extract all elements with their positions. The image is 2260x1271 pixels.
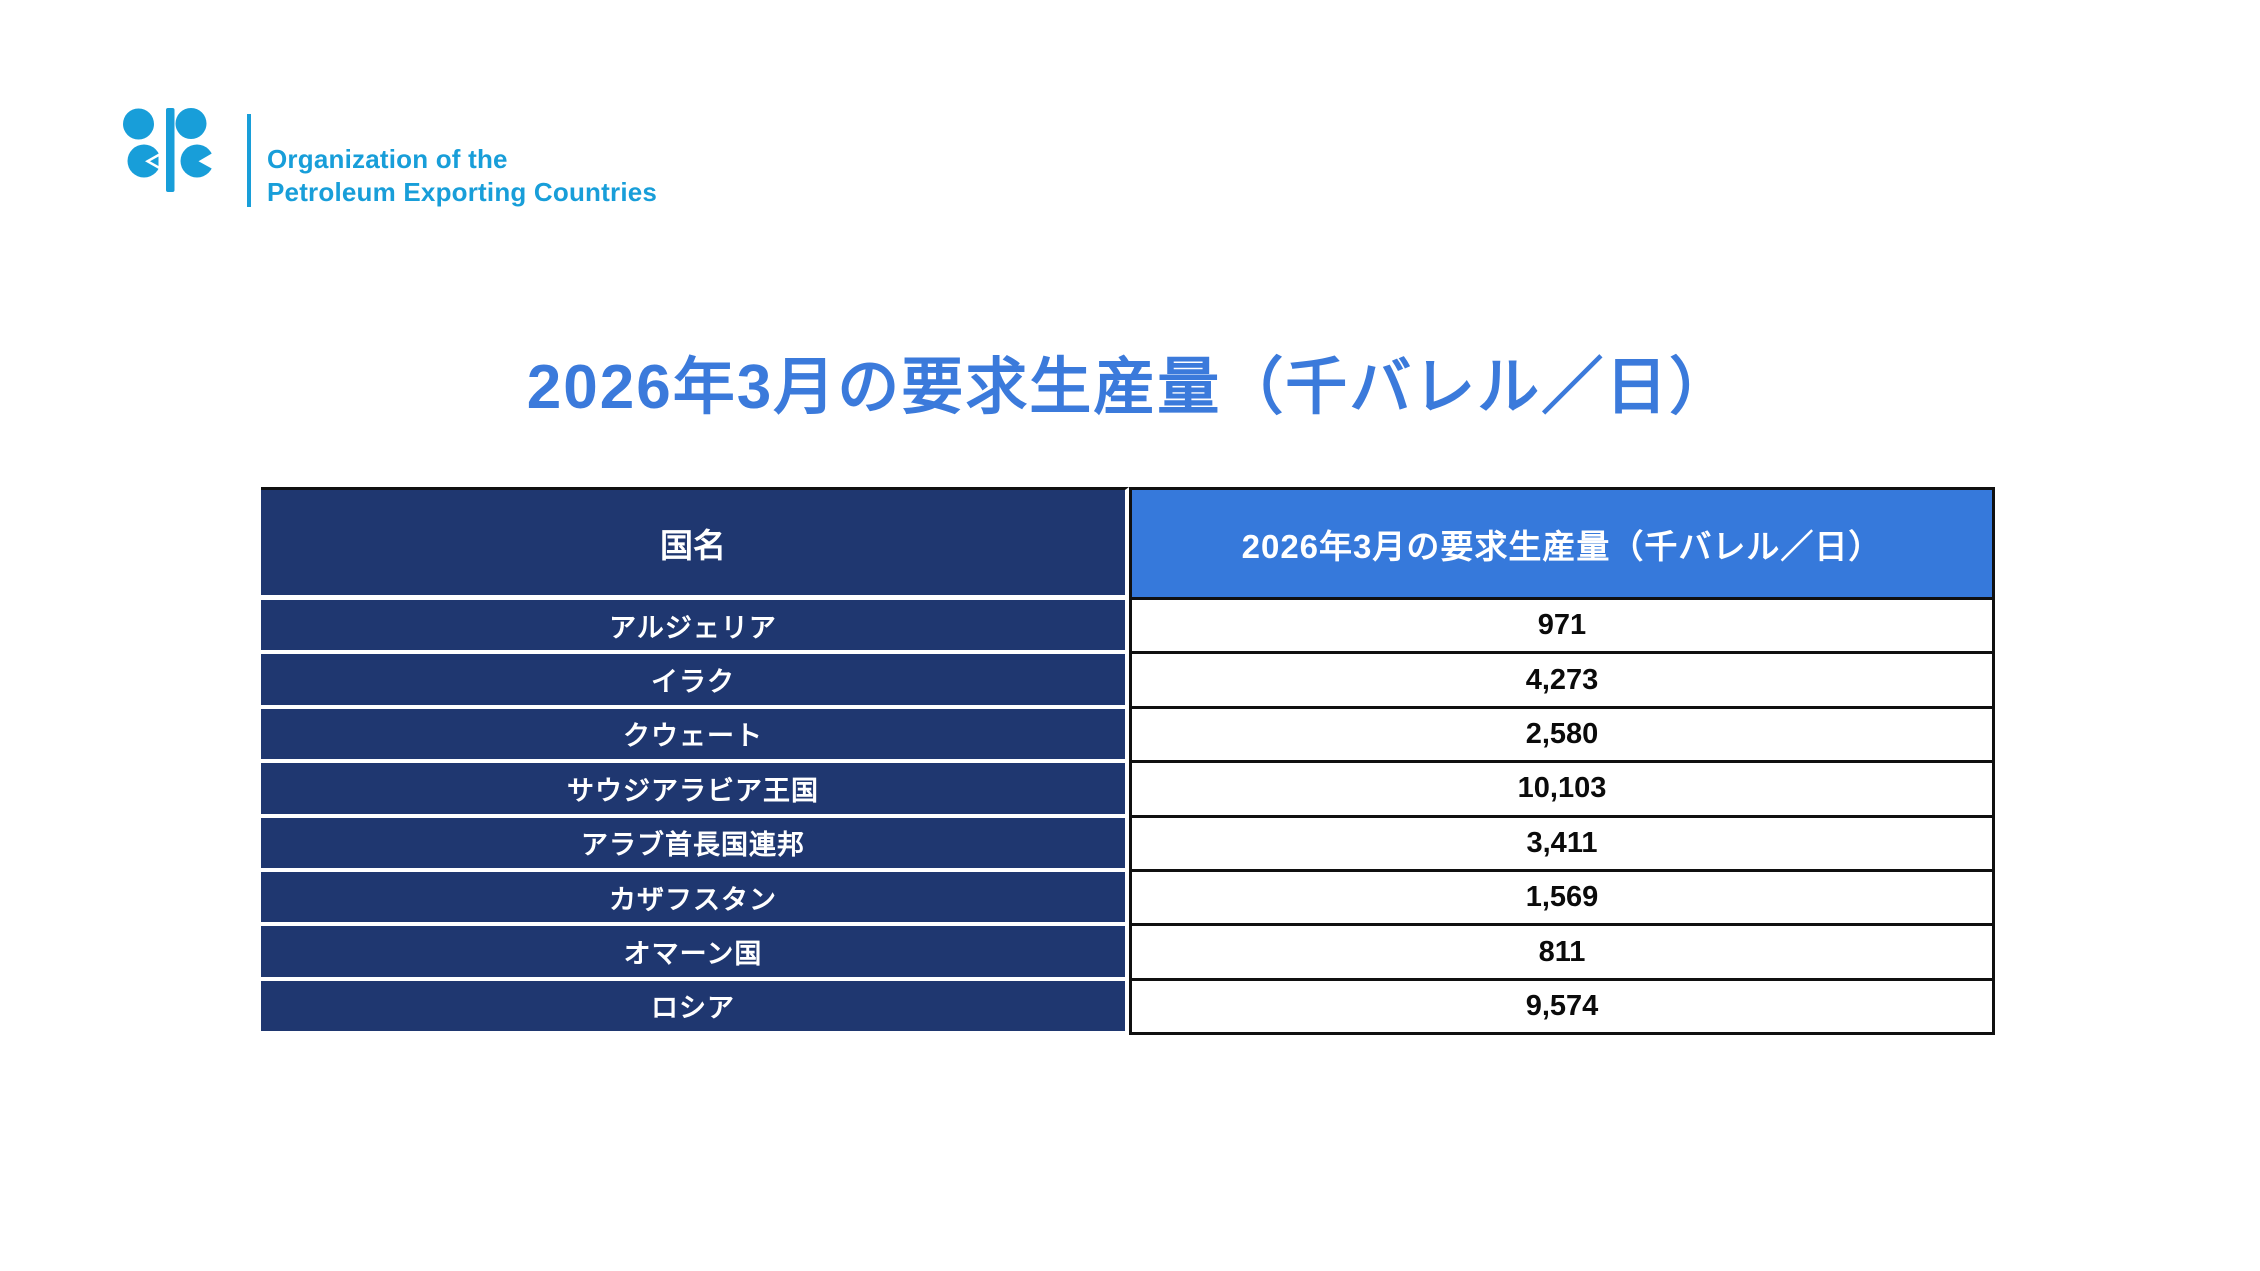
logo-divider — [247, 114, 251, 207]
table-row: イラク 4,273 — [261, 654, 1995, 709]
country-cell: サウジアラビア王国 — [261, 763, 1129, 818]
column-header-production: 2026年3月の要求生産量（千バレル／日） — [1129, 487, 1995, 600]
table-row: クウェート 2,580 — [261, 708, 1995, 764]
table-row: オマーン国 811 — [261, 926, 1995, 981]
logo-wordmark: Organization of the Petroleum Exporting … — [267, 143, 657, 209]
table-header-row: 国名 2026年3月の要求生産量（千バレル／日） — [261, 487, 1995, 600]
country-cell: ロシア — [261, 980, 1129, 1036]
country-cell: アルジェリア — [261, 600, 1129, 655]
logo-wordmark-line1: Organization of the — [267, 144, 508, 174]
production-value-cell: 9,574 — [1129, 980, 1995, 1036]
table-row: サウジアラビア王国 10,103 — [261, 763, 1995, 818]
page-title: 2026年3月の要求生産量（千バレル／日） — [526, 353, 1734, 422]
table-row: ロシア 9,574 — [261, 980, 1995, 1036]
country-cell: オマーン国 — [261, 926, 1129, 981]
country-cell: クウェート — [261, 708, 1129, 764]
table-body: アルジェリア 971 イラク 4,273 クウェート 2,580 サウジアラビア王国 10,1… — [261, 600, 1995, 1036]
column-header-country: 国名 — [261, 487, 1129, 600]
country-cell: イラク — [261, 654, 1129, 709]
table-row: アラブ首長国連邦 3,411 — [261, 817, 1995, 872]
country-cell: アラブ首長国連邦 — [261, 817, 1129, 872]
table-row: カザフスタン 1,569 — [261, 871, 1995, 927]
production-table: 国名 2026年3月の要求生産量（千バレル／日） アルジェリア 971 イラク 4,2… — [261, 487, 1995, 1036]
production-value-cell: 971 — [1129, 600, 1995, 655]
production-value-cell: 2,580 — [1129, 708, 1995, 764]
country-cell: カザフスタン — [261, 871, 1129, 927]
production-value-cell: 3,411 — [1129, 817, 1995, 872]
opec-logo-icon — [123, 108, 214, 192]
production-value-cell: 811 — [1129, 926, 1995, 981]
production-value-cell: 4,273 — [1129, 654, 1995, 709]
table-row: アルジェリア 971 — [261, 600, 1995, 655]
production-value-cell: 1,569 — [1129, 871, 1995, 927]
logo-wordmark-line2: Petroleum Exporting Countries — [267, 177, 658, 207]
production-value-cell: 10,103 — [1129, 763, 1995, 818]
